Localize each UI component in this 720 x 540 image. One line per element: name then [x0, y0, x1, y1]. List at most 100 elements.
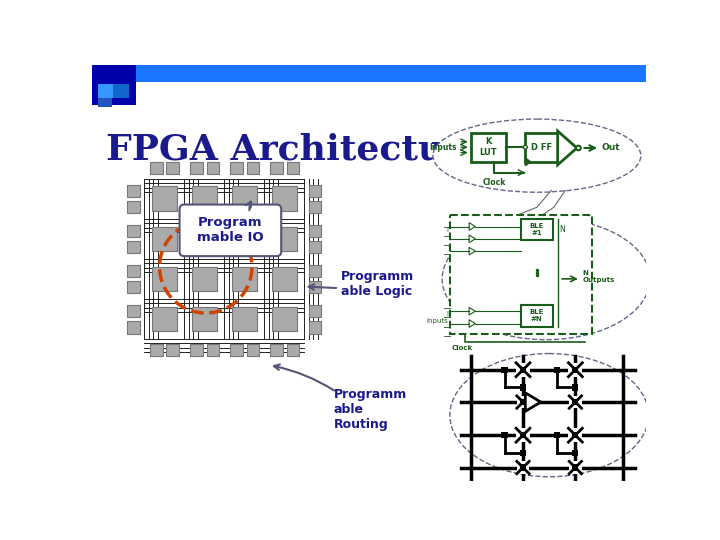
FancyBboxPatch shape [127, 305, 140, 318]
FancyBboxPatch shape [272, 186, 297, 211]
Polygon shape [469, 247, 475, 255]
FancyBboxPatch shape [517, 396, 529, 408]
Text: Program
mable IO: Program mable IO [197, 217, 264, 244]
FancyBboxPatch shape [520, 450, 526, 456]
Text: Programm
able Logic: Programm able Logic [341, 270, 414, 298]
FancyBboxPatch shape [271, 162, 283, 174]
Text: FPGA Architecture: FPGA Architecture [106, 132, 486, 166]
Text: N: N [559, 225, 565, 234]
Text: D FF: D FF [531, 143, 552, 152]
FancyBboxPatch shape [554, 432, 560, 438]
FancyBboxPatch shape [521, 305, 553, 327]
FancyBboxPatch shape [150, 162, 163, 174]
Ellipse shape [450, 354, 649, 477]
FancyBboxPatch shape [450, 215, 593, 334]
FancyBboxPatch shape [516, 363, 530, 377]
Ellipse shape [442, 218, 650, 340]
FancyBboxPatch shape [309, 201, 321, 213]
FancyBboxPatch shape [127, 185, 140, 197]
Polygon shape [469, 222, 475, 231]
FancyBboxPatch shape [230, 162, 243, 174]
FancyBboxPatch shape [230, 343, 243, 356]
Text: Out: Out [601, 144, 620, 152]
FancyBboxPatch shape [287, 162, 299, 174]
FancyBboxPatch shape [309, 265, 321, 278]
FancyBboxPatch shape [521, 219, 553, 240]
FancyBboxPatch shape [92, 65, 137, 105]
FancyBboxPatch shape [166, 162, 179, 174]
Polygon shape [558, 131, 577, 165]
FancyBboxPatch shape [517, 461, 529, 474]
FancyBboxPatch shape [192, 307, 217, 331]
FancyBboxPatch shape [520, 464, 526, 470]
FancyBboxPatch shape [190, 162, 203, 174]
FancyBboxPatch shape [192, 267, 217, 291]
FancyBboxPatch shape [246, 343, 259, 356]
FancyBboxPatch shape [272, 226, 297, 251]
FancyBboxPatch shape [98, 98, 112, 107]
Text: I: I [446, 227, 449, 233]
FancyBboxPatch shape [309, 241, 321, 253]
FancyBboxPatch shape [520, 384, 526, 390]
Polygon shape [469, 307, 475, 315]
FancyBboxPatch shape [179, 205, 282, 256]
Polygon shape [469, 320, 475, 327]
FancyBboxPatch shape [232, 186, 256, 211]
FancyBboxPatch shape [570, 396, 582, 408]
FancyBboxPatch shape [526, 132, 558, 162]
FancyBboxPatch shape [190, 343, 203, 356]
Ellipse shape [433, 119, 641, 192]
FancyBboxPatch shape [554, 367, 560, 373]
Text: Programm
able
Routing: Programm able Routing [333, 388, 407, 431]
FancyBboxPatch shape [152, 186, 176, 211]
FancyBboxPatch shape [127, 265, 140, 278]
Circle shape [523, 145, 527, 149]
FancyBboxPatch shape [570, 461, 582, 474]
FancyBboxPatch shape [520, 367, 526, 373]
FancyBboxPatch shape [572, 399, 578, 405]
Text: I
Inputs: I Inputs [426, 311, 449, 324]
FancyBboxPatch shape [309, 225, 321, 237]
FancyBboxPatch shape [166, 343, 179, 356]
FancyBboxPatch shape [287, 343, 299, 356]
FancyBboxPatch shape [309, 185, 321, 197]
FancyBboxPatch shape [113, 84, 129, 98]
FancyBboxPatch shape [192, 186, 217, 211]
FancyBboxPatch shape [192, 226, 217, 251]
FancyBboxPatch shape [568, 363, 582, 377]
FancyBboxPatch shape [572, 432, 578, 438]
FancyBboxPatch shape [572, 464, 578, 470]
Circle shape [576, 146, 581, 150]
FancyBboxPatch shape [501, 367, 508, 373]
FancyBboxPatch shape [272, 267, 297, 291]
FancyBboxPatch shape [152, 226, 176, 251]
FancyBboxPatch shape [572, 367, 578, 373]
Polygon shape [526, 158, 531, 166]
FancyBboxPatch shape [127, 241, 140, 253]
Text: Inputs: Inputs [429, 143, 456, 152]
Text: Clock: Clock [483, 178, 506, 187]
Text: K
LUT: K LUT [480, 138, 498, 157]
FancyBboxPatch shape [207, 343, 219, 356]
Polygon shape [526, 393, 541, 411]
FancyBboxPatch shape [92, 65, 647, 82]
FancyBboxPatch shape [309, 305, 321, 318]
FancyBboxPatch shape [127, 225, 140, 237]
FancyBboxPatch shape [127, 281, 140, 294]
FancyBboxPatch shape [98, 84, 113, 98]
FancyBboxPatch shape [150, 343, 163, 356]
FancyBboxPatch shape [127, 201, 140, 213]
FancyBboxPatch shape [516, 428, 530, 442]
FancyBboxPatch shape [232, 267, 256, 291]
FancyBboxPatch shape [309, 321, 321, 334]
Text: BLE
#N: BLE #N [530, 309, 544, 322]
FancyBboxPatch shape [232, 307, 256, 331]
FancyBboxPatch shape [520, 432, 526, 438]
FancyBboxPatch shape [309, 281, 321, 294]
FancyBboxPatch shape [232, 226, 256, 251]
FancyBboxPatch shape [207, 162, 219, 174]
FancyBboxPatch shape [572, 450, 578, 456]
Polygon shape [469, 235, 475, 242]
FancyBboxPatch shape [152, 307, 176, 331]
FancyBboxPatch shape [127, 321, 140, 334]
